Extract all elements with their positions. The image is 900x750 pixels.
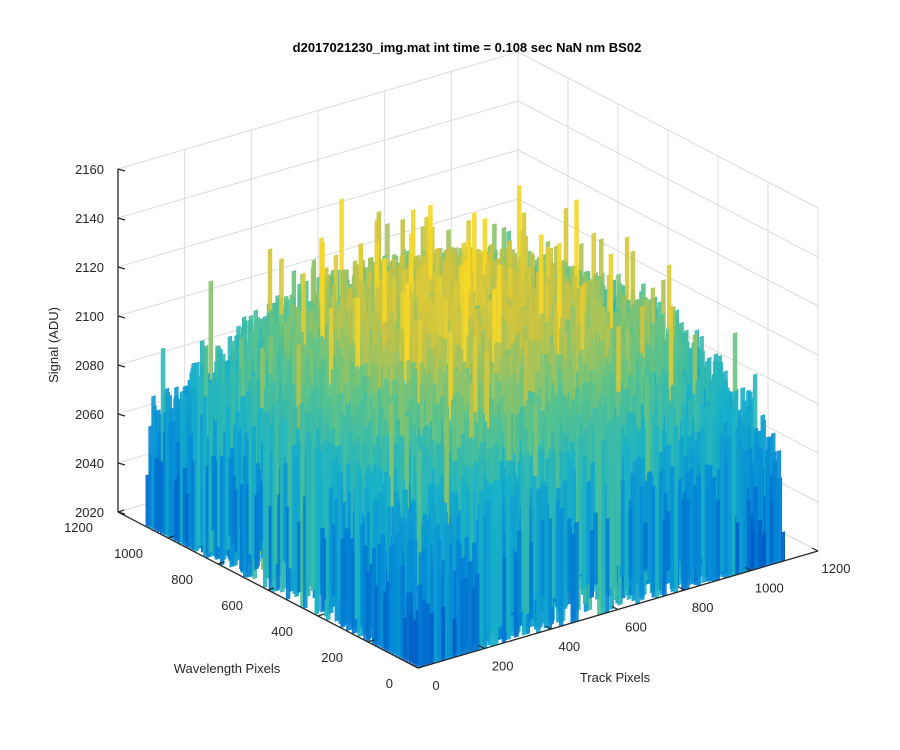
grid-line [517, 51, 819, 209]
surface-strip [780, 531, 786, 563]
surface-strip [776, 450, 782, 564]
grid-line [117, 51, 519, 170]
surface-plot [145, 184, 786, 669]
grid-line [517, 149, 819, 307]
grid-line [117, 198, 519, 317]
surface-strip [772, 460, 778, 565]
grid-line [117, 100, 519, 219]
grid-line [517, 100, 819, 258]
grid-line [117, 149, 519, 268]
surface-strip [769, 502, 774, 566]
